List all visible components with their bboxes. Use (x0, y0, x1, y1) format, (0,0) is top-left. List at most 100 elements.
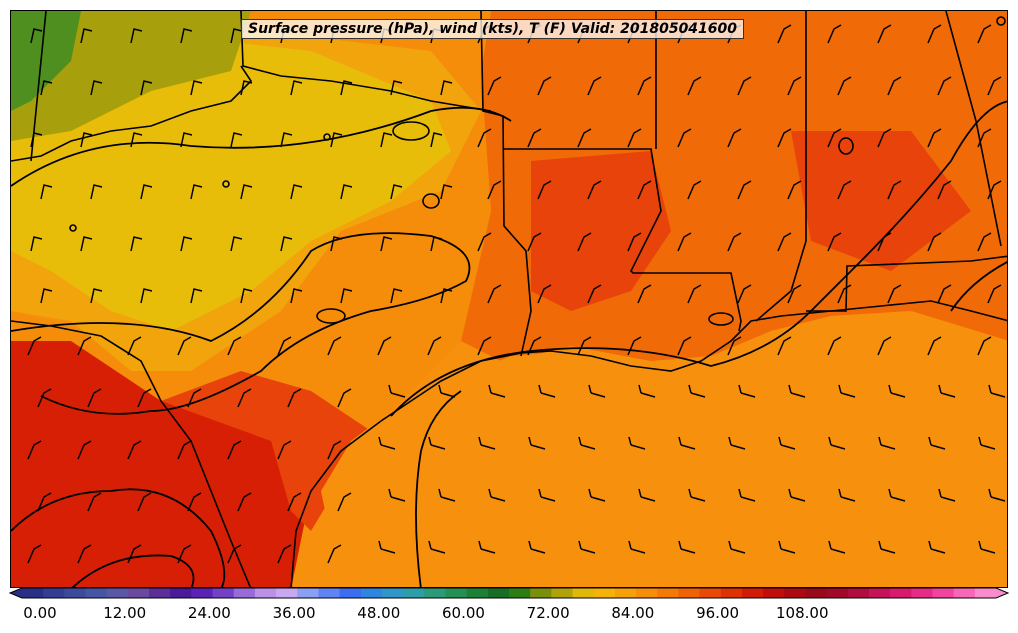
wind-barb (528, 540, 546, 554)
colorbar-tick-label: 48.00 (357, 604, 401, 622)
wind-barb (327, 544, 342, 564)
colorbar-segment (551, 588, 574, 598)
wind-barb (588, 488, 606, 502)
wind-barb (90, 184, 103, 200)
colorbar-segment (212, 588, 235, 598)
map-canvas (11, 11, 1007, 587)
wind-barb (777, 232, 792, 252)
colorbar-tick-label: 108.00 (776, 604, 829, 622)
colorbar-tick-label: 0.00 (23, 604, 57, 622)
wind-barb (678, 540, 696, 554)
wind-barb (90, 80, 103, 96)
wind-barb (527, 128, 542, 148)
wind-barb (478, 540, 496, 554)
wind-barb (177, 544, 192, 564)
wind-barb (787, 180, 802, 200)
wind-barb (728, 540, 746, 554)
wind-barb (528, 436, 546, 450)
wind-barb (237, 388, 252, 408)
wind-barb (927, 128, 942, 148)
wind-barb (977, 128, 992, 148)
colorbar-segment (149, 588, 171, 598)
wind-barb (577, 232, 592, 252)
wind-barb (638, 384, 656, 398)
wind-barb (427, 336, 442, 356)
wind-barb (287, 492, 302, 512)
wind-barb (77, 544, 92, 564)
wind-barb (438, 384, 456, 398)
wind-barb (588, 384, 606, 398)
wind-barb (977, 336, 992, 356)
wind-barb (277, 544, 292, 564)
wind-barb (627, 232, 642, 252)
wind-barb (727, 336, 742, 356)
colorbar-segment (805, 588, 828, 598)
wind-barb (240, 288, 253, 304)
wind-barb (677, 232, 692, 252)
wind-barb (227, 440, 242, 460)
wind-barb (638, 488, 656, 502)
wind-barb (937, 76, 952, 96)
wind-barb (428, 436, 446, 450)
wind-barb (938, 384, 956, 398)
wind-barb (80, 132, 93, 148)
colorbar-tick-label: 36.00 (272, 604, 316, 622)
colorbar-segment (360, 588, 383, 598)
colorbar-segment (127, 588, 150, 598)
wind-barb (737, 76, 752, 96)
wind-barb (687, 76, 702, 96)
wind-barb (430, 132, 443, 148)
colorbar-segment (614, 588, 637, 598)
colorbar-segment (763, 588, 785, 598)
colorbar-outline (8, 588, 1010, 599)
wind-barb (778, 540, 796, 554)
colorbar-segment (826, 588, 849, 598)
colorbar-tick-label: 72.00 (526, 604, 570, 622)
colorbar-segment (424, 588, 446, 598)
wind-barb (728, 436, 746, 450)
wind-barb (527, 336, 542, 356)
colorbar-segment (657, 588, 679, 598)
wind-barb (828, 436, 846, 450)
wind-barb (280, 132, 293, 148)
wind-barb (87, 388, 102, 408)
wind-barb (277, 336, 292, 356)
wind-barb (380, 132, 393, 148)
wind-barb (888, 488, 906, 502)
wind-barb (90, 288, 103, 304)
wind-barb (937, 284, 952, 304)
colorbar-extend-max (996, 588, 1008, 598)
wind-barb (887, 284, 902, 304)
wind-barb (440, 80, 453, 96)
wind-barb (430, 236, 443, 252)
colorbar-segment (530, 588, 552, 598)
wind-barb (327, 336, 342, 356)
wind-barb (290, 80, 303, 96)
wind-barb (180, 132, 193, 148)
wind-barb (788, 384, 806, 398)
wind-barb (237, 492, 252, 512)
wind-barb (177, 440, 192, 460)
wind-barb (190, 288, 203, 304)
wind-barb (688, 488, 706, 502)
wind-barb (230, 236, 243, 252)
wind-barb (177, 336, 192, 356)
wind-barb (787, 284, 802, 304)
wind-barb (538, 384, 556, 398)
wind-barb (627, 128, 642, 148)
colorbar-segment (22, 588, 44, 598)
wind-barb (877, 24, 892, 44)
international-border (11, 320, 252, 587)
colorbar-segment (784, 588, 806, 598)
wind-barb (938, 488, 956, 502)
wind-barb (380, 236, 393, 252)
wind-barb (80, 28, 93, 44)
colorbar-tick-label: 96.00 (696, 604, 740, 622)
wind-barb (628, 436, 646, 450)
wind-barb (388, 488, 406, 502)
temperature-band-dark-orange-south (161, 371, 371, 531)
wind-barb (127, 440, 142, 460)
wind-barb (738, 384, 756, 398)
wind-barb (487, 180, 502, 200)
wind-barb (878, 540, 896, 554)
